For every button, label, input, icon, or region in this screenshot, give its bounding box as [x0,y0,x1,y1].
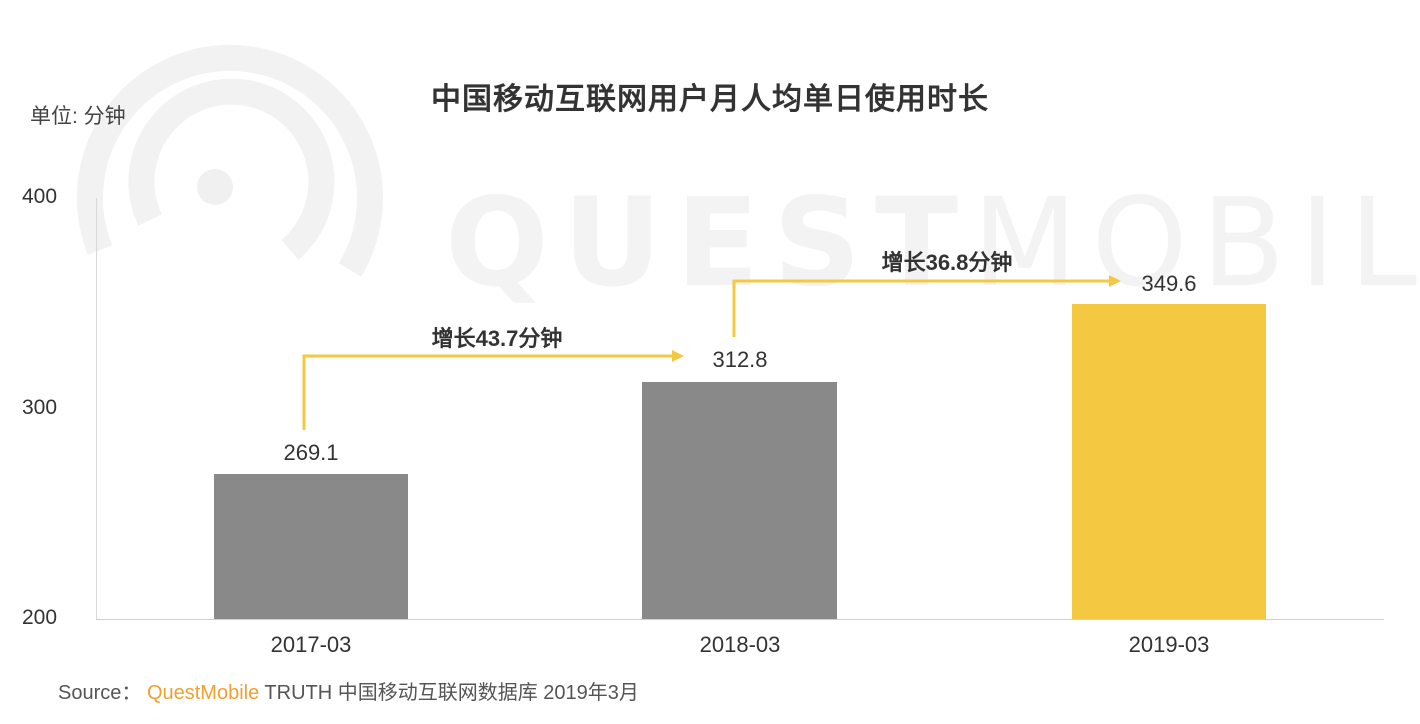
bar-2018-03 [642,382,837,619]
y-tick-400: 400 [22,185,58,208]
value-label-2019-03: 349.6 [1141,271,1197,296]
x-axis-line [96,619,1384,620]
y-tick-200: 200 [22,606,58,629]
source-prefix: Source： [58,682,142,704]
x-label-2019-03: 2019-03 [1128,632,1210,657]
growth-annotation-1: 增长43.7分钟 [431,326,563,351]
y-axis-line [96,198,97,619]
x-label-2018-03: 2018-03 [699,632,781,657]
watermark-logo-icon [77,44,383,277]
source-text: TRUTH 中国移动互联网数据库 2019年3月 [259,682,639,704]
bar-2017-03 [214,474,408,619]
x-label-2017-03: 2017-03 [270,632,352,657]
watermark-text: QUESTMOBILE [445,172,1420,314]
growth-annotation-2: 增长36.8分钟 [881,250,1013,275]
source-note: Source： QuestMobile TRUTH 中国移动互联网数据库 201… [58,676,639,705]
bar-2019-03 [1072,304,1266,619]
value-label-2017-03: 269.1 [283,440,339,465]
chart-title: 中国移动互联网用户月人均单日使用时长 [431,83,989,116]
value-label-2018-03: 312.8 [712,347,768,372]
unit-label: 单位: 分钟 [30,105,126,128]
y-tick-300: 300 [22,396,58,419]
source-brand: QuestMobile [146,682,260,704]
